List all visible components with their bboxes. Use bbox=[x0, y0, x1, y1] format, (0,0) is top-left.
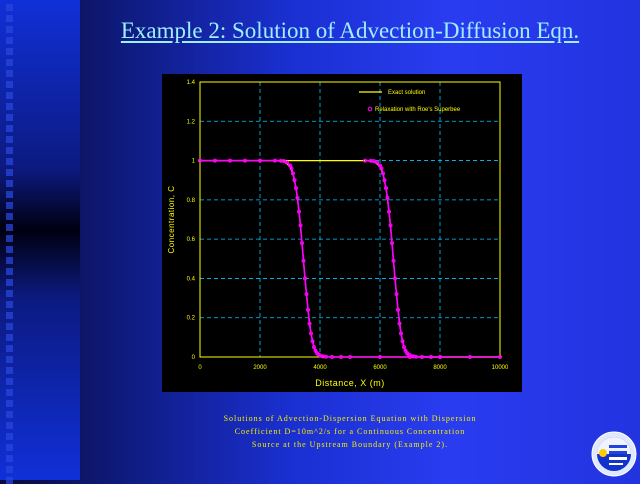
left-decorative-band bbox=[0, 0, 80, 480]
decorative-square bbox=[6, 334, 13, 341]
decorative-square bbox=[6, 301, 13, 308]
plot-frame bbox=[199, 81, 501, 358]
y-tick-label: 1 bbox=[192, 159, 196, 165]
decorative-square bbox=[6, 180, 13, 187]
concentration-chart: 0 2000 4000 6000 8000 10000 0 0.2 0.4 0.6 0.8 1 1.2 1… bbox=[167, 80, 509, 388]
decorative-square bbox=[6, 70, 13, 77]
x-tick-label: 2000 bbox=[253, 365, 267, 371]
university-logo bbox=[591, 431, 637, 477]
slide-title: Example 2: Solution of Advection-Diffusi… bbox=[120, 18, 580, 43]
decorative-square bbox=[6, 345, 13, 352]
superbee-trace bbox=[200, 159, 500, 358]
chart-series bbox=[198, 158, 502, 359]
x-tick-label: 0 bbox=[198, 365, 202, 371]
decorative-square bbox=[6, 323, 13, 330]
decorative-square bbox=[6, 4, 13, 11]
decorative-square bbox=[6, 444, 13, 451]
y-axis-label: Concentration, C bbox=[167, 185, 176, 253]
caption-line-1: Solutions of Advection-Dispersion Equati… bbox=[223, 414, 477, 423]
figure-caption: Solutions of Advection-Dispersion Equati… bbox=[150, 412, 550, 451]
decorative-square bbox=[6, 367, 13, 374]
decorative-square bbox=[6, 169, 13, 176]
y-tick-label: 0.8 bbox=[187, 198, 196, 204]
decorative-square bbox=[6, 125, 13, 132]
logo-seal-icon bbox=[591, 431, 637, 477]
y-tick-label: 0 bbox=[192, 355, 196, 361]
y-tick-label: 0.4 bbox=[187, 276, 196, 282]
legend-numeric-swatch bbox=[367, 106, 373, 112]
legend-numeric-label: Relaxation with Roe's Superbee bbox=[375, 107, 461, 113]
chart-panel: 0 2000 4000 6000 8000 10000 0 0.2 0.4 0.6 0.8 1 1.2 1… bbox=[162, 74, 522, 392]
decorative-square bbox=[6, 147, 13, 154]
decorative-square bbox=[6, 37, 13, 44]
decorative-square bbox=[6, 136, 13, 143]
superbee-trace bbox=[364, 159, 440, 358]
decorative-square bbox=[6, 455, 13, 462]
decorative-square bbox=[6, 411, 13, 418]
decorative-square bbox=[6, 15, 13, 22]
y-tick-label: 0.2 bbox=[187, 316, 196, 322]
legend-exact-label: Exact solution bbox=[388, 90, 425, 96]
decorative-square bbox=[6, 378, 13, 385]
exact-solution-line bbox=[200, 159, 500, 358]
decorative-square bbox=[6, 92, 13, 99]
decorative-square bbox=[6, 59, 13, 66]
decorative-square bbox=[6, 268, 13, 275]
decorative-square bbox=[6, 477, 13, 484]
decorative-square bbox=[6, 356, 13, 363]
decorative-square bbox=[6, 422, 13, 429]
x-axis-label: Distance, X (m) bbox=[315, 378, 385, 388]
y-tick-label: 0.6 bbox=[187, 237, 196, 243]
decorative-square bbox=[6, 81, 13, 88]
y-tick-label: 1.2 bbox=[187, 119, 196, 125]
x-tick-label: 6000 bbox=[373, 365, 387, 371]
decorative-square bbox=[6, 235, 13, 242]
decorative-square bbox=[6, 158, 13, 165]
decorative-square bbox=[6, 48, 13, 55]
decorative-square-column bbox=[0, 0, 20, 484]
axis-ticks: 0 2000 4000 6000 8000 10000 0 0.2 0.4 0.6 0.8 1 1.2 1… bbox=[187, 80, 509, 371]
decorative-square bbox=[6, 213, 13, 220]
decorative-square bbox=[6, 466, 13, 473]
exact-solution-line bbox=[200, 159, 500, 358]
x-tick-label: 10000 bbox=[492, 365, 509, 371]
y-tick-label: 1.4 bbox=[187, 80, 196, 86]
decorative-square bbox=[6, 114, 13, 121]
decorative-square bbox=[6, 224, 13, 231]
decorative-square bbox=[6, 246, 13, 253]
chart-grid bbox=[200, 82, 500, 357]
decorative-square bbox=[6, 389, 13, 396]
decorative-square bbox=[6, 26, 13, 33]
decorative-square bbox=[6, 202, 13, 209]
decorative-square bbox=[6, 279, 13, 286]
decorative-square bbox=[6, 312, 13, 319]
x-tick-label: 4000 bbox=[313, 365, 327, 371]
caption-line-2: Coefficient D=10m^2/s for a Continuous C… bbox=[234, 427, 466, 436]
decorative-square bbox=[6, 257, 13, 264]
chart-legend: Exact solution Relaxation with Roe's Sup… bbox=[359, 90, 461, 113]
decorative-square bbox=[6, 433, 13, 440]
x-tick-label: 8000 bbox=[433, 365, 447, 371]
decorative-square bbox=[6, 400, 13, 407]
decorative-square bbox=[6, 103, 13, 110]
caption-line-3: Source at the Upstream Boundary (Example… bbox=[251, 440, 449, 449]
decorative-square bbox=[6, 191, 13, 198]
decorative-square bbox=[6, 290, 13, 297]
